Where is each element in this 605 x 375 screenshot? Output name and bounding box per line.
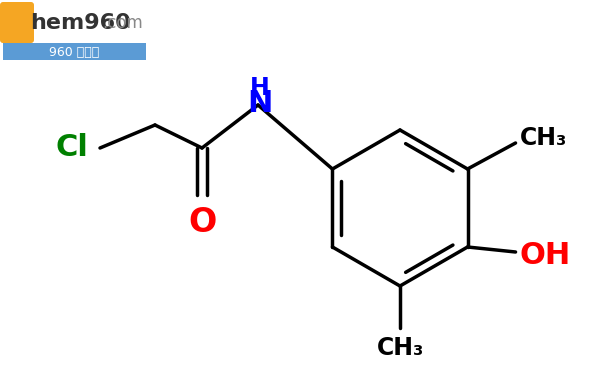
Text: CH₃: CH₃ xyxy=(376,336,424,360)
Text: N: N xyxy=(247,88,273,117)
FancyBboxPatch shape xyxy=(0,2,34,43)
Bar xyxy=(3,8,148,68)
Text: 960 化工网: 960 化工网 xyxy=(49,45,99,58)
Text: H: H xyxy=(250,76,270,100)
Text: CH₃: CH₃ xyxy=(520,126,567,150)
Text: O: O xyxy=(188,206,216,238)
Text: C: C xyxy=(5,9,27,38)
Text: hem960: hem960 xyxy=(30,13,131,33)
Text: Cl: Cl xyxy=(55,134,88,162)
Text: .com: .com xyxy=(102,14,143,32)
Bar xyxy=(3,43,146,60)
Text: OH: OH xyxy=(520,240,571,270)
